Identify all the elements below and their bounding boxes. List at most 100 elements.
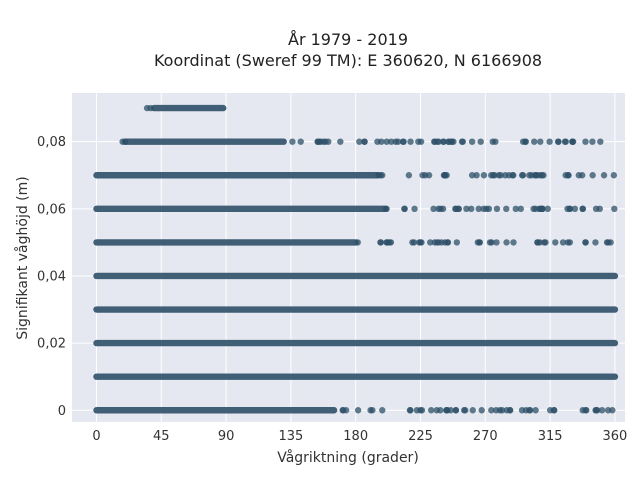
data-point — [503, 239, 510, 246]
data-point — [531, 138, 538, 145]
data-point — [579, 205, 586, 213]
data-point — [562, 138, 569, 145]
data-point-cluster — [93, 407, 338, 414]
data-point — [604, 239, 612, 246]
data-point — [493, 239, 500, 246]
data-point — [418, 239, 425, 246]
data-point — [579, 172, 586, 179]
x-tick-label: 45 — [153, 429, 170, 444]
y-tick-label: 0 — [58, 404, 66, 419]
data-point — [550, 407, 558, 414]
data-point-cluster — [93, 239, 359, 246]
band-8 — [93, 373, 619, 380]
data-points — [93, 104, 619, 414]
data-point — [589, 138, 596, 145]
x-axis-title: Vågriktning (grader) — [277, 449, 419, 466]
band-3 — [93, 205, 618, 213]
data-point — [532, 205, 539, 213]
data-point — [600, 172, 608, 179]
data-point — [473, 172, 480, 179]
band-2 — [93, 172, 618, 179]
data-point — [442, 407, 450, 414]
data-point — [477, 138, 484, 145]
data-point — [512, 205, 519, 213]
data-point — [510, 172, 517, 179]
y-tick-labels: 0 0,02 0,04 0,06 0,08 — [37, 135, 66, 419]
y-tick-label: 0,08 — [37, 135, 66, 150]
data-point — [382, 205, 390, 213]
data-point — [463, 205, 470, 213]
data-point-cluster — [93, 373, 619, 380]
y-axis-title: Signifikant våghöjd (m) — [14, 176, 31, 339]
x-tick-labels: 0 45 90 135 180 225 270 315 360 — [92, 429, 627, 444]
data-point — [440, 138, 447, 145]
data-point — [611, 205, 618, 213]
data-point — [367, 407, 374, 414]
data-point — [361, 138, 368, 145]
data-point — [379, 407, 386, 414]
data-point — [458, 138, 466, 145]
data-point — [518, 407, 526, 414]
data-point — [475, 205, 482, 213]
data-point — [491, 172, 498, 179]
data-point — [517, 205, 525, 213]
data-point — [401, 205, 408, 213]
data-point — [562, 172, 569, 179]
data-point — [554, 138, 562, 145]
x-tick-label: 270 — [473, 429, 498, 444]
data-point — [597, 138, 604, 145]
data-point — [441, 172, 448, 179]
data-point — [538, 172, 546, 179]
y-tick-label: 0,06 — [37, 202, 66, 217]
data-point — [474, 239, 481, 246]
data-point — [468, 138, 476, 145]
data-point — [528, 172, 535, 179]
data-point — [544, 205, 551, 213]
data-point — [337, 138, 344, 145]
data-point — [437, 407, 444, 414]
data-point — [594, 407, 601, 414]
data-point — [534, 239, 542, 246]
band-9 — [93, 407, 616, 414]
data-point — [392, 138, 399, 145]
plot-area — [72, 93, 625, 422]
data-point — [455, 205, 462, 213]
y-tick-label: 0,02 — [37, 337, 66, 352]
data-point — [289, 138, 296, 145]
data-point — [447, 407, 454, 414]
data-point — [522, 138, 529, 145]
data-point — [497, 172, 504, 179]
data-point — [493, 205, 501, 213]
data-point — [592, 239, 599, 246]
chart-title-line2: Koordinat (Sweref 99 TM): E 360620, N 61… — [154, 51, 542, 70]
data-point — [406, 407, 414, 414]
data-point — [427, 407, 435, 414]
data-point — [488, 239, 495, 246]
data-point — [582, 239, 589, 246]
data-point — [478, 407, 485, 414]
data-point — [532, 407, 539, 414]
data-point — [383, 138, 390, 145]
x-tick-label: 360 — [603, 429, 628, 444]
data-point — [448, 138, 456, 145]
data-point-cluster — [93, 339, 619, 347]
data-point — [356, 138, 363, 145]
data-point — [546, 138, 553, 145]
data-point-cluster — [150, 104, 227, 112]
data-point — [435, 205, 442, 213]
data-point — [537, 138, 544, 145]
data-point — [518, 172, 526, 179]
band-1 — [119, 138, 604, 145]
data-point — [452, 407, 460, 414]
data-point — [564, 239, 572, 246]
data-point — [492, 138, 499, 145]
data-point — [339, 407, 347, 414]
data-point — [143, 104, 151, 112]
data-point-cluster — [93, 272, 619, 280]
data-point — [399, 138, 407, 145]
data-point — [411, 205, 418, 213]
data-point — [297, 138, 304, 145]
data-point — [405, 172, 413, 179]
data-point — [462, 407, 469, 414]
data-point — [468, 172, 476, 179]
